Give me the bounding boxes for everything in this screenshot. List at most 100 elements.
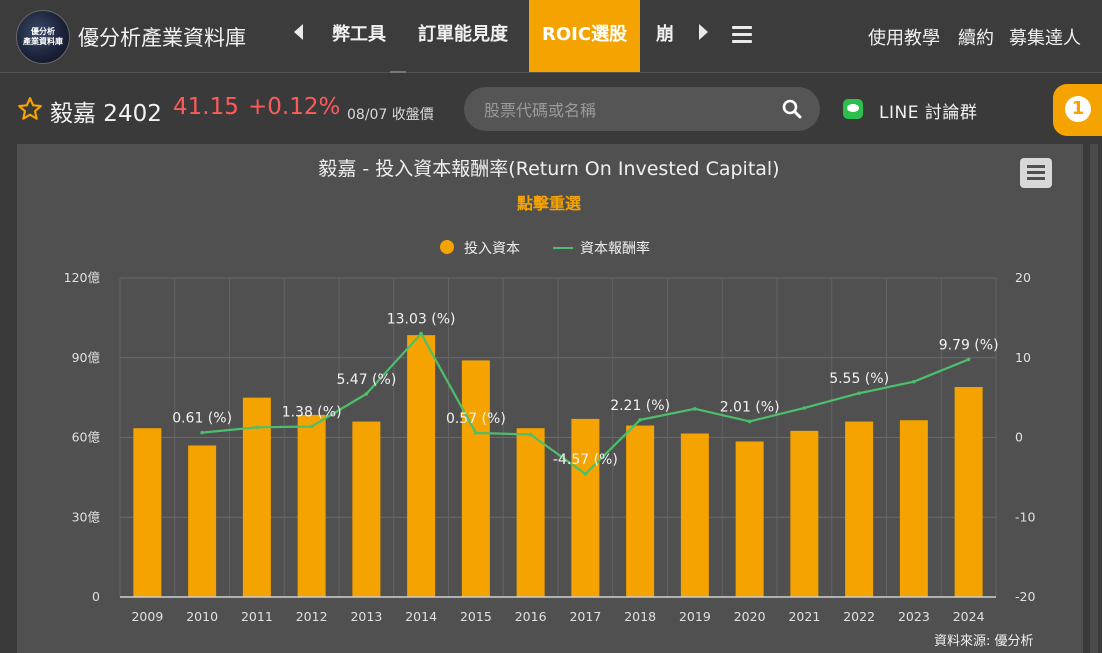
x-tick-label: 2019 (679, 609, 711, 624)
roic-point-2021 (802, 406, 807, 410)
nav-item-crash[interactable]: 崩 (656, 24, 674, 45)
legend-capital-label[interactable]: 投入資本 (464, 241, 520, 257)
stock-name: 毅嘉 2402 (50, 101, 162, 127)
roic-point-2023 (912, 379, 916, 384)
roic-point-2017 (583, 472, 588, 476)
capital-bar-2023 (899, 420, 928, 597)
roic-point-2011 (255, 425, 259, 430)
nav-item-order-visibility[interactable]: 訂單能見度 (418, 24, 508, 45)
capital-bar-2021 (790, 430, 819, 597)
line-group-link[interactable]: LINE 討論群 (879, 103, 978, 123)
x-tick-label: 2021 (788, 609, 820, 624)
legend-roic-marker (553, 247, 573, 249)
roic-point-2015 (474, 431, 478, 435)
roic-data-label: 2.21 (%) (610, 398, 670, 414)
x-tick-label: 2016 (515, 609, 547, 624)
x-tick-label: 2015 (460, 609, 492, 624)
roic-point-2022 (857, 391, 861, 396)
roic-data-label: 0.61 (%) (172, 411, 232, 427)
roic-data-label: 5.55 (%) (829, 371, 889, 387)
favorite-star-icon[interactable] (17, 96, 43, 122)
capital-bar-2016 (516, 428, 545, 597)
search-icon[interactable] (782, 99, 802, 119)
capital-bar-2013 (352, 421, 381, 597)
roic-point-2010 (200, 430, 204, 435)
chart-title: 毅嘉 - 投入資本報酬率(Return On Invested Capital) (318, 158, 780, 180)
reselect-link[interactable]: 點擊重選 (516, 194, 581, 213)
roic-point-2012 (309, 424, 314, 429)
notification-count-badge: 1 (1065, 96, 1091, 122)
search-input[interactable] (482, 87, 776, 133)
top-nav: 優分析 產業資料庫 優分析產業資料庫 弊工具 訂單能見度 ROIC選股 崩 使用… (0, 0, 1102, 73)
capital-bar-2022 (845, 421, 874, 597)
y-right-tick-label: 10 (1015, 350, 1031, 365)
stock-price: 41.15 (173, 94, 239, 120)
logo-text-line2: 產業資料庫 (23, 37, 63, 46)
x-tick-label: 2013 (350, 609, 382, 624)
x-tick-label: 2023 (898, 609, 930, 624)
y-left-tick-label: 120億 (64, 270, 101, 285)
capital-bar-2020 (735, 441, 764, 597)
capital-bar-2014 (407, 335, 436, 597)
roic-data-label: 1.38 (%) (282, 404, 342, 420)
y-left-tick-label: 60億 (72, 430, 101, 445)
roic-point-2014 (419, 331, 423, 336)
roic-data-label: 0.57 (%) (446, 411, 506, 427)
roic-point-2013 (364, 392, 369, 396)
y-right-tick-label: 0 (1015, 430, 1023, 445)
x-tick-label: 2024 (953, 609, 985, 624)
logo-text-line1: 優分析 (31, 27, 55, 36)
capital-bar-2024 (954, 386, 983, 597)
legend-capital-marker (440, 240, 454, 254)
roic-point-2020 (747, 419, 752, 424)
x-tick-label: 2009 (131, 609, 163, 624)
nav-item-roic[interactable]: ROIC選股 (529, 0, 641, 72)
nav-item-tools[interactable]: 弊工具 (332, 24, 386, 45)
roic-point-2016 (528, 432, 533, 437)
capital-bar-2018 (626, 425, 655, 597)
x-tick-label: 2012 (296, 609, 328, 624)
y-left-tick-label: 30億 (72, 509, 101, 524)
search-box (464, 87, 820, 133)
roic-point-2024 (966, 357, 971, 362)
data-source-label: 資料來源: 優分析 (934, 634, 1034, 649)
brand-logo[interactable]: 優分析 產業資料庫 (16, 10, 70, 64)
x-tick-label: 2020 (734, 609, 766, 624)
capital-bar-2010 (188, 445, 217, 597)
renew-link[interactable]: 續約 (958, 28, 994, 49)
capital-bar-2017 (571, 418, 600, 597)
y-right-tick-label: -10 (1015, 509, 1035, 524)
roic-data-label: -4.57 (%) (553, 452, 618, 468)
roic-data-label: 2.01 (%) (720, 399, 780, 415)
roic-data-label: 13.03 (%) (387, 312, 456, 328)
y-right-tick-label: -20 (1015, 589, 1035, 604)
x-tick-label: 2010 (186, 609, 218, 624)
hamburger-menu-icon[interactable] (732, 26, 752, 44)
y-right-tick-label: 20 (1015, 270, 1031, 285)
chart-menu-icon[interactable] (1020, 158, 1052, 188)
line-app-icon[interactable] (843, 99, 863, 119)
capital-bar-2015 (461, 360, 490, 597)
stock-change: +0.12% (248, 94, 341, 120)
tutorial-link[interactable]: 使用教學 (868, 28, 940, 49)
x-tick-label: 2022 (843, 609, 875, 624)
notification-tab[interactable]: 1 (1053, 84, 1102, 136)
recruit-link[interactable]: 募集達人 (1009, 28, 1081, 49)
nav-scroll-left-icon[interactable] (294, 24, 303, 40)
capital-bar-2012 (297, 414, 326, 597)
nav-scroll-right-icon[interactable] (699, 24, 708, 40)
scrollbar[interactable] (1090, 144, 1098, 653)
drag-handle[interactable] (390, 71, 406, 73)
x-tick-label: 2011 (241, 609, 273, 624)
roic-data-label: 9.79 (%) (939, 337, 999, 353)
x-tick-label: 2014 (405, 609, 437, 624)
capital-bar-2011 (242, 397, 271, 597)
roic-point-2019 (693, 406, 697, 411)
y-left-tick-label: 0 (92, 589, 100, 604)
y-left-tick-label: 90億 (72, 350, 101, 365)
stock-date-label: 08/07 收盤價 (347, 107, 434, 123)
capital-bar-2009 (133, 428, 162, 597)
brand-name[interactable]: 優分析產業資料庫 (78, 26, 246, 50)
legend-roic-label[interactable]: 資本報酬率 (580, 241, 650, 257)
